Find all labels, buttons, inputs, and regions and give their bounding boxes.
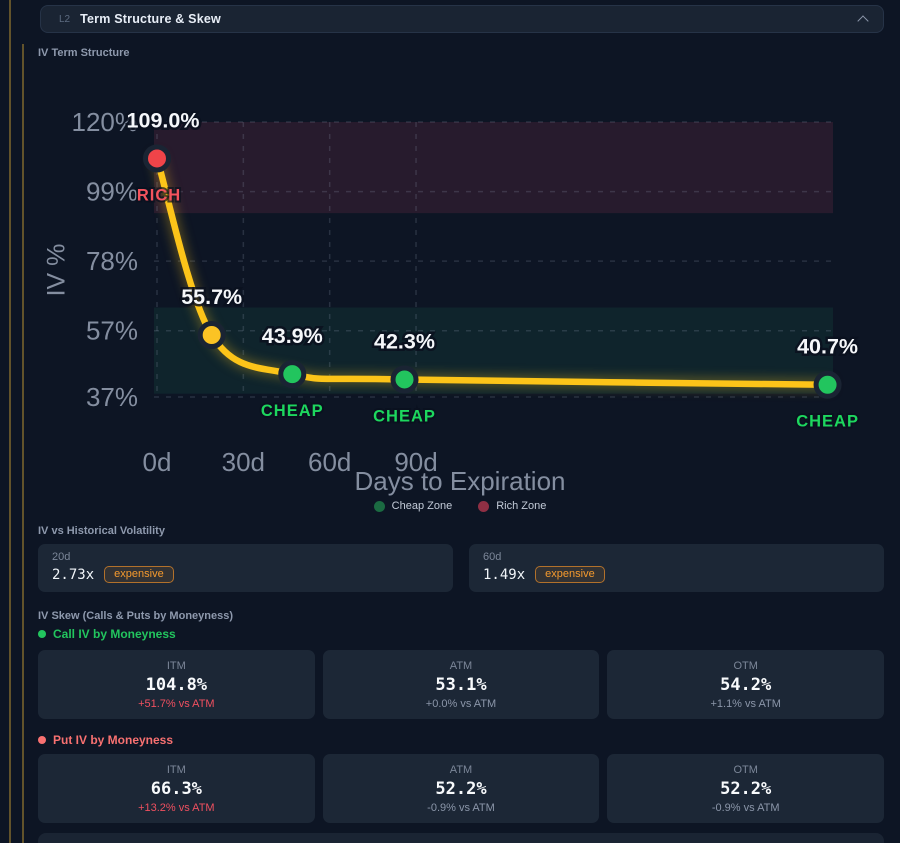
moneyness-label: ITM	[166, 659, 186, 672]
moneyness-label: OTM	[733, 659, 758, 672]
point-status-label-cheap: CHEAP	[261, 402, 324, 420]
x-tick-label: 0d	[143, 447, 172, 477]
group-label-text: Put IV by Moneyness	[53, 733, 174, 747]
legend-item-cheap-zone[interactable]: Cheap Zone	[373, 500, 453, 512]
hv-card-20d: 20d 2.73x expensive	[38, 544, 453, 592]
iv-term-structure-label: IV Term Structure	[38, 47, 130, 59]
y-tick-label: 57%	[86, 316, 138, 346]
hv-card-label: 20d	[52, 551, 71, 563]
point-value-label: 40.7%	[797, 335, 858, 359]
expensive-badge: expensive	[535, 566, 605, 583]
iv-value: 104.8%	[145, 674, 208, 695]
delta-vs-atm: -0.9% vs ATM	[427, 801, 495, 814]
iv-skew-label: IV Skew (Calls & Puts by Moneyness)	[38, 610, 234, 622]
hv-card-60d: 60d 1.49x expensive	[469, 544, 884, 592]
delta-vs-atm: +13.2% vs ATM	[138, 801, 215, 814]
delta-vs-atm: +51.7% vs ATM	[138, 697, 215, 710]
hv-card-label: 60d	[483, 551, 502, 563]
x-axis-title: Days to Expiration	[354, 466, 566, 496]
point-status-label-cheap: CHEAP	[796, 413, 859, 431]
chevron-up-icon[interactable]	[859, 14, 869, 24]
iv-value: 52.2%	[720, 778, 772, 799]
put-atm-card: ATM 52.2% -0.9% vs ATM	[322, 754, 600, 823]
call-group-dot-icon	[38, 630, 46, 638]
iv-value: 53.1%	[435, 674, 487, 695]
iv-term-structure-line	[153, 155, 831, 388]
moneyness-label: ITM	[166, 763, 186, 776]
y-tick-label: 120%	[72, 107, 139, 137]
iv-vs-hv-cards: 20d 2.73x expensive 60d 1.49x expensive	[38, 544, 884, 592]
put-iv-cards: ITM 66.3% +13.2% vs ATM ATM 52.2% -0.9% …	[38, 754, 885, 823]
call-atm-card: ATM 53.1% +0.0% vs ATM	[322, 650, 600, 719]
data-point-40.7%[interactable]	[813, 370, 842, 399]
section-level-badge: L2	[59, 13, 71, 25]
point-value-label: 43.9%	[262, 324, 323, 348]
put-iv-group-label: Put IV by Moneyness	[38, 733, 173, 747]
expensive-badge: expensive	[104, 566, 174, 583]
x-tick-label: 30d	[222, 447, 265, 477]
section-left-border	[22, 44, 24, 843]
next-section-panel[interactable]	[38, 833, 884, 843]
point-status-label-rich: RICH	[137, 186, 181, 204]
iv-term-structure-chart: 120% 99% 78% 57% 37% 0d 30d 60d 90d 109.0% RICH 55.…	[36, 60, 884, 518]
delta-vs-atm: +1.1% vs ATM	[710, 697, 781, 710]
data-point-55.7%[interactable]	[197, 321, 226, 350]
legend-label: Rich Zone	[496, 500, 547, 512]
y-tick-label: 37%	[86, 382, 138, 412]
data-point-42.3%[interactable]	[390, 365, 419, 394]
iv-value: 66.3%	[150, 778, 202, 799]
y-tick-label: 99%	[86, 177, 138, 207]
point-value-label: 42.3%	[374, 329, 435, 353]
legend-item-rich-zone[interactable]: Rich Zone	[478, 500, 546, 512]
hv-card-value: 2.73x	[52, 566, 95, 583]
iv-vs-hv-label: IV vs Historical Volatility	[38, 525, 165, 537]
y-axis-title: IV %	[42, 243, 71, 297]
legend-label: Cheap Zone	[391, 500, 453, 512]
put-itm-card: ITM 66.3% +13.2% vs ATM	[38, 754, 315, 823]
x-tick-label: 60d	[308, 447, 351, 477]
moneyness-label: OTM	[733, 763, 758, 776]
cheap-zone-marker-icon	[373, 500, 385, 512]
x-tick-label: 90d	[394, 447, 437, 477]
point-value-label: 55.7%	[181, 285, 242, 309]
moneyness-label: ATM	[449, 659, 473, 672]
hv-card-value: 1.49x	[483, 566, 526, 583]
call-otm-card: OTM 54.2% +1.1% vs ATM	[607, 650, 885, 719]
delta-vs-atm: +0.0% vs ATM	[425, 697, 497, 710]
section-title: Term Structure & Skew	[80, 12, 221, 26]
data-point-43.9%[interactable]	[278, 360, 307, 389]
rich-zone-marker-icon	[478, 500, 490, 512]
iv-value: 52.2%	[435, 778, 487, 799]
point-value-label: 109.0%	[127, 108, 200, 132]
chart-legend: Cheap Zone Rich Zone	[36, 500, 884, 512]
put-group-dot-icon	[38, 736, 46, 744]
call-iv-group-label: Call IV by Moneyness	[38, 627, 176, 641]
point-status-label-cheap: CHEAP	[373, 407, 436, 425]
data-point-109.0%[interactable]	[143, 144, 171, 173]
group-label-text: Call IV by Moneyness	[53, 627, 176, 641]
panel-left-border	[9, 0, 11, 843]
rich-zone	[154, 122, 833, 214]
call-iv-cards: ITM 104.8% +51.7% vs ATM ATM 53.1% +0.0%…	[38, 650, 885, 719]
moneyness-label: ATM	[449, 763, 473, 776]
chart-canvas: 120% 99% 78% 57% 37% 0d 30d 60d 90d 109.0% RICH 55.…	[72, 106, 861, 477]
delta-vs-atm: -0.9% vs ATM	[711, 801, 780, 814]
y-tick-label: 78%	[86, 246, 138, 276]
iv-value: 54.2%	[720, 674, 772, 695]
section-header-term-structure[interactable]: L2 Term Structure & Skew	[40, 5, 884, 33]
call-itm-card: ITM 104.8% +51.7% vs ATM	[38, 650, 315, 719]
put-otm-card: OTM 52.2% -0.9% vs ATM	[607, 754, 885, 823]
